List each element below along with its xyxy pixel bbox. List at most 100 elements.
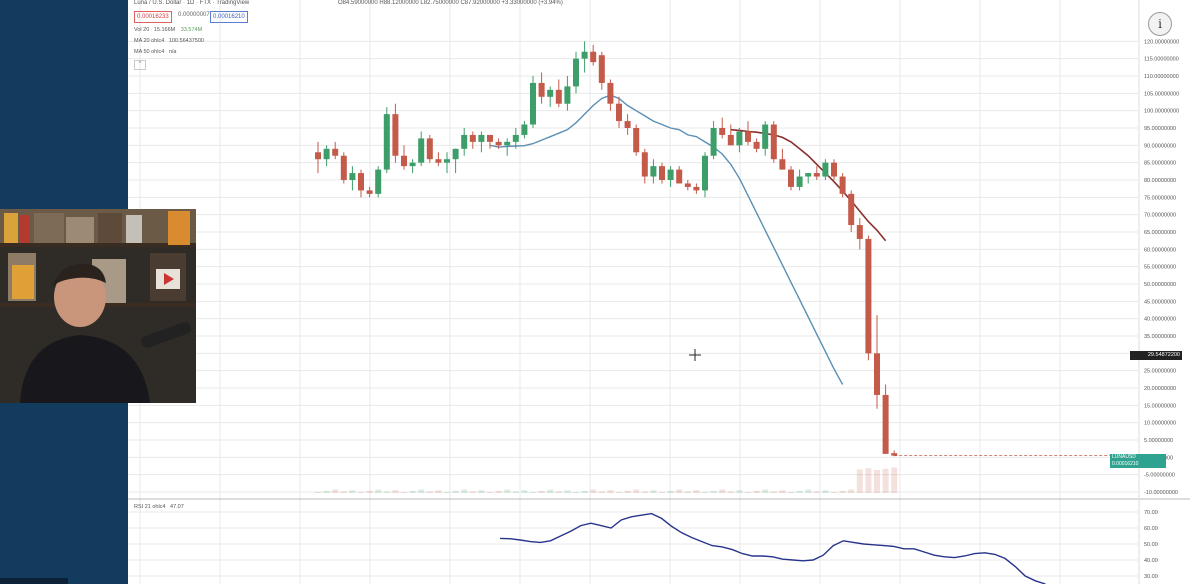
rsi-label: RSI 21 ohlc4 xyxy=(134,504,166,510)
volume-bar xyxy=(710,490,717,493)
volume-bar xyxy=(469,491,476,493)
chart-area[interactable]: 120.00000000 115.00000000 110.00000000 105.… xyxy=(128,0,1190,584)
volume-bar xyxy=(581,490,588,493)
vol-value: 15.166M xyxy=(153,27,176,33)
rsi-indicator-label[interactable]: RSI 21 ohlc4 47.07 xyxy=(134,504,184,510)
price-axis-label: 120.00000000 xyxy=(1144,39,1179,45)
volume-bar xyxy=(512,491,519,493)
volume-bar xyxy=(796,490,803,493)
candle-body xyxy=(521,124,528,135)
candle-body xyxy=(564,86,571,104)
buy-price-box[interactable]: 0.00016210 xyxy=(210,11,248,23)
candle-body xyxy=(487,134,493,142)
volume-bar xyxy=(323,490,330,493)
volume-bar xyxy=(478,490,485,493)
volume-bar xyxy=(762,489,769,493)
volume-bar xyxy=(779,490,786,493)
rsi-axis-label: 40.00 xyxy=(1144,558,1158,564)
volume-bar xyxy=(633,489,640,493)
candle-body xyxy=(383,114,390,170)
candle-body xyxy=(538,82,545,97)
volume-bar xyxy=(659,492,665,493)
chart-canvas[interactable]: 120.00000000 115.00000000 110.00000000 105.… xyxy=(128,0,1190,584)
candle-body xyxy=(624,121,631,128)
volume-bar xyxy=(555,491,562,493)
volume-bar xyxy=(521,490,528,493)
candle-body xyxy=(512,134,519,142)
volume-bar xyxy=(332,489,339,493)
candle-body xyxy=(349,173,356,180)
candle-body xyxy=(693,186,700,191)
volume-bar xyxy=(598,491,605,493)
volume-bar xyxy=(667,490,674,493)
candle-body xyxy=(332,148,339,156)
crosshair-price-tag: 29.54872200 xyxy=(1130,351,1182,360)
candle-body xyxy=(444,159,450,163)
volume-bar xyxy=(349,490,356,493)
price-axis-label: 100.00000000 xyxy=(1144,109,1179,115)
candle-body xyxy=(650,166,657,177)
webcam-presenter xyxy=(0,209,196,403)
sell-price-box[interactable]: 0.00016233 xyxy=(134,11,172,23)
volume-bar xyxy=(891,467,898,493)
volume-bar xyxy=(805,489,812,493)
info-icon[interactable]: i xyxy=(1148,12,1172,36)
ma50-line xyxy=(730,128,887,242)
candle-body xyxy=(435,159,442,163)
ma50-value: n/a xyxy=(168,49,177,55)
candle-body xyxy=(375,169,382,194)
candle-body xyxy=(401,155,407,167)
ma50-label: MA 50 ohlc4 xyxy=(134,49,165,55)
candle-body xyxy=(753,141,760,149)
volume-bar xyxy=(813,491,820,493)
volume-bar xyxy=(418,489,425,493)
volume-bar xyxy=(538,490,545,493)
volume-bar xyxy=(616,492,622,493)
ma20-indicator-label[interactable]: MA 20 ohlc4 100.56437500 xyxy=(134,38,204,44)
candle-body xyxy=(779,159,786,170)
vol-indicator-label[interactable]: Vol 20 15.166M 33.574M xyxy=(134,27,202,33)
candle-body xyxy=(366,190,373,194)
volume-bar xyxy=(435,490,442,493)
volume-bar xyxy=(719,489,726,493)
bottom-tab xyxy=(0,578,68,584)
ma50-indicator-label[interactable]: MA 50 ohlc4 n/a xyxy=(134,49,176,55)
candle-body xyxy=(426,138,433,160)
price-axis-label: 15.00000000 xyxy=(1144,403,1176,409)
volume-bar xyxy=(530,492,536,493)
collapse-indicators-button[interactable]: ^ xyxy=(134,60,146,70)
rsi-axis-label: 50.00 xyxy=(1144,542,1158,548)
price-axis-label: -5.00000000 xyxy=(1144,473,1175,479)
volume-bar xyxy=(564,490,571,493)
candle-body xyxy=(555,89,562,104)
candle-body xyxy=(590,51,597,63)
volume-bar xyxy=(676,489,683,493)
ohlc-readout: O84.59000000 H88.12000000 L82.75000000 C… xyxy=(338,0,563,6)
candle-body xyxy=(805,173,812,177)
volume-bar xyxy=(848,489,855,493)
candle-body xyxy=(848,193,855,226)
last-price-tag: LUNAUSD 0.00016210 xyxy=(1110,454,1166,468)
volume-bar xyxy=(444,492,450,493)
volume-bar xyxy=(831,492,837,493)
volume-bar xyxy=(865,468,872,493)
volume-bar xyxy=(693,490,700,493)
symbol-title: Luna / U.S. Dollar · 1D · FTX · TradingV… xyxy=(134,0,250,6)
price-axis-label: 55.00000000 xyxy=(1144,265,1176,271)
candle-body xyxy=(736,131,743,146)
ma20-label: MA 20 ohlc4 xyxy=(134,38,165,44)
volume-bar xyxy=(495,490,502,493)
candle-body xyxy=(762,124,769,149)
candle-body xyxy=(831,162,837,177)
candle-body xyxy=(633,128,640,153)
volume-bar xyxy=(590,489,597,493)
volume-bar xyxy=(573,492,579,493)
volume-bar xyxy=(727,491,734,493)
volume-bar xyxy=(504,489,511,493)
volume-bar xyxy=(882,468,889,493)
candle-body xyxy=(418,138,425,163)
volume-bar xyxy=(383,491,390,493)
candle-body xyxy=(676,169,683,184)
candle-body xyxy=(315,152,321,160)
candle-body xyxy=(839,176,846,194)
